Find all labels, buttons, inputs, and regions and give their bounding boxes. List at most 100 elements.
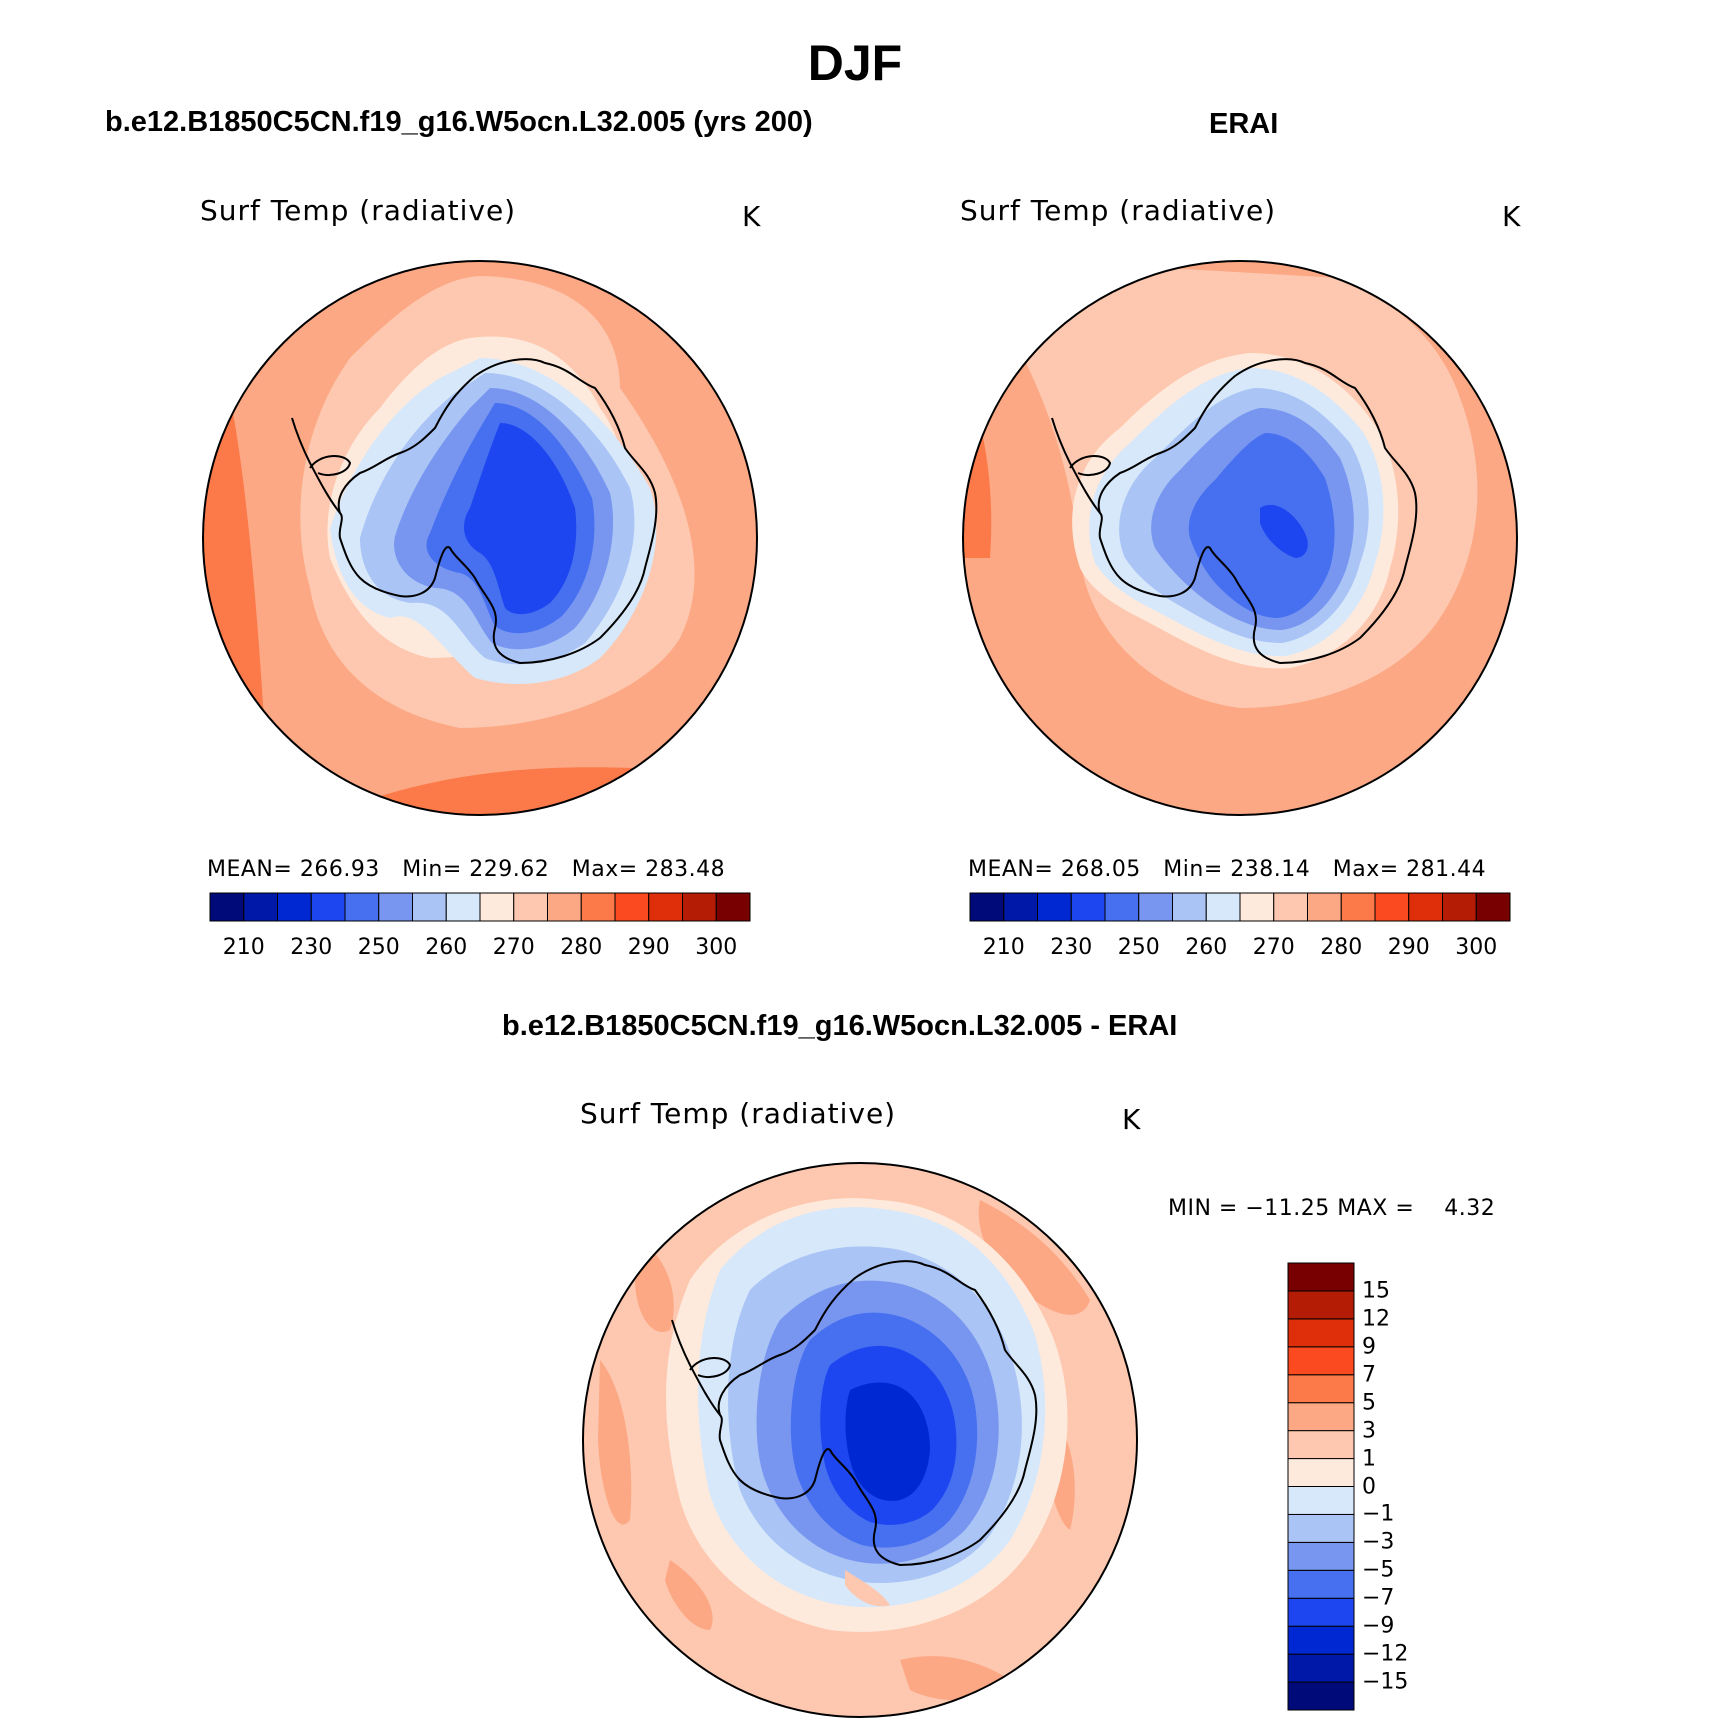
- model-colorbar-swatch: [547, 892, 582, 922]
- model-colorbar-swatch: [479, 892, 515, 922]
- model-colorbar-tick-label: 290: [627, 935, 670, 960]
- figure-title: DJF: [807, 35, 903, 91]
- model-stats: MEAN= 266.93 Min= 229.62 Max= 283.48: [207, 857, 725, 882]
- model-colorbar-swatch: [682, 892, 717, 922]
- model-colorbar-tick-label: 260: [425, 935, 468, 960]
- obs-colorbar-swatch: [1037, 892, 1072, 922]
- obs-colorbar-swatch: [1408, 892, 1443, 922]
- diff-colorbar-tick-label: 5: [1362, 1390, 1376, 1416]
- diff-colorbar-tick-label: −9: [1362, 1613, 1395, 1639]
- diff-colorbar-swatch: [1287, 1262, 1355, 1292]
- model-variable-label: Surf Temp (radiative): [200, 194, 517, 227]
- diff-colorbar-swatch: [1287, 1513, 1355, 1543]
- obs-min-value: 238.14: [1230, 857, 1311, 882]
- obs-case-title: ERAI: [1209, 108, 1279, 140]
- diff-colorbar: [1287, 1262, 1355, 1711]
- diff-colorbar-tick-label: −5: [1362, 1557, 1395, 1583]
- diff-colorbar-swatch: [1287, 1402, 1355, 1432]
- obs-colorbar-swatch: [1340, 892, 1376, 922]
- diff-colorbar-tick-label: 3: [1362, 1418, 1376, 1444]
- diff-colorbar-tick-label: −7: [1362, 1585, 1395, 1611]
- obs-colorbar-swatch: [1003, 892, 1038, 922]
- obs-colorbar-tick-label: 250: [1117, 935, 1160, 960]
- diff-colorbar-tick-label: 0: [1362, 1474, 1376, 1499]
- model-colorbar-swatch: [209, 892, 245, 922]
- model-case-title: b.e12.B1850C5CN.f19_g16.W5ocn.L32.005 (y…: [105, 106, 813, 138]
- model-colorbar-ticks: 210 230 250 260 270 280 290 300: [210, 935, 750, 963]
- diff-colorbar-swatch: [1287, 1430, 1355, 1460]
- diff-colorbar-tick-label: 7: [1362, 1362, 1376, 1388]
- diff-colorbar-swatch: [1287, 1346, 1355, 1376]
- model-max-value: 283.48: [645, 857, 726, 882]
- model-units-label: K: [742, 200, 761, 233]
- diff-colorbar-swatch: [1287, 1486, 1355, 1515]
- model-colorbar-tick-label: 230: [290, 935, 333, 960]
- obs-units-label: K: [1502, 200, 1521, 233]
- obs-polar-map: [962, 260, 1518, 816]
- obs-colorbar-swatch: [1273, 892, 1308, 922]
- obs-colorbar-swatch: [1239, 892, 1275, 922]
- obs-max-value: 281.44: [1406, 857, 1487, 882]
- diff-colorbar-swatch: [1287, 1625, 1355, 1655]
- model-colorbar-swatch: [648, 892, 683, 922]
- obs-colorbar-swatch: [1475, 892, 1511, 922]
- model-polar-map: [202, 260, 758, 816]
- obs-colorbar-tick-label: 260: [1185, 935, 1228, 960]
- diff-colorbar-swatch: [1287, 1290, 1355, 1320]
- model-colorbar-swatch: [715, 892, 751, 922]
- diff-colorbar-ticks: −15 −12 −9 −7 −5 −3 −1 0 1 3 5 7 9 12 15: [1362, 1263, 1452, 1710]
- obs-colorbar-swatch: [1442, 892, 1477, 922]
- diff-polar-map: [582, 1162, 1138, 1718]
- obs-mean-label: MEAN=: [968, 857, 1054, 882]
- obs-colorbar-swatch: [1104, 892, 1140, 922]
- diff-colorbar-tick-label: 1: [1362, 1446, 1376, 1472]
- obs-colorbar-swatch: [1307, 892, 1342, 922]
- diff-minmax-text: MIN = −11.25 MAX = 4.32: [1168, 1196, 1496, 1221]
- model-colorbar-swatch: [614, 892, 650, 922]
- diff-colorbar-tick-label: 12: [1362, 1306, 1390, 1332]
- diff-colorbar-swatch: [1287, 1374, 1355, 1404]
- model-colorbar-tick-label: 270: [492, 935, 535, 960]
- diff-colorbar-tick-label: −3: [1362, 1529, 1395, 1555]
- diff-colorbar-tick-label: −12: [1362, 1641, 1409, 1667]
- obs-colorbar-ticks: 210 230 250 260 270 280 290 300: [970, 935, 1510, 963]
- model-colorbar-swatch: [344, 892, 380, 922]
- model-min-value: 229.62: [469, 857, 550, 882]
- model-colorbar-swatch: [243, 892, 278, 922]
- diff-units-label: K: [1122, 1103, 1141, 1136]
- obs-colorbar-swatch: [969, 892, 1005, 922]
- obs-colorbar-tick-label: 270: [1252, 935, 1295, 960]
- obs-variable-label: Surf Temp (radiative): [960, 194, 1277, 227]
- model-colorbar-swatch: [513, 892, 548, 922]
- diff-colorbar-swatch: [1287, 1318, 1355, 1348]
- obs-colorbar-swatch: [1205, 892, 1241, 922]
- diff-case-title: b.e12.B1850C5CN.f19_g16.W5ocn.L32.005 - …: [502, 1010, 1178, 1042]
- obs-colorbar: [969, 892, 1511, 922]
- model-colorbar-tick-label: 300: [695, 935, 738, 960]
- model-colorbar-swatch: [580, 892, 616, 922]
- model-mean-value: 266.93: [299, 857, 380, 882]
- obs-colorbar-tick-label: 210: [982, 935, 1025, 960]
- model-colorbar: [209, 892, 751, 922]
- diff-colorbar-swatch: [1287, 1681, 1355, 1711]
- diff-colorbar-tick-label: −1: [1362, 1501, 1395, 1527]
- diff-colorbar-swatch: [1287, 1569, 1355, 1599]
- model-colorbar-swatch: [378, 892, 413, 922]
- model-mean-label: MEAN=: [207, 857, 293, 882]
- diff-colorbar-swatch: [1287, 1541, 1355, 1571]
- model-min-label: Min=: [402, 857, 462, 882]
- obs-colorbar-swatch: [1070, 892, 1106, 922]
- diff-variable-label: Surf Temp (radiative): [580, 1097, 897, 1130]
- model-colorbar-swatch: [277, 892, 312, 922]
- model-colorbar-swatch: [310, 892, 346, 922]
- obs-colorbar-tick-label: 230: [1050, 935, 1093, 960]
- model-colorbar-swatch: [445, 892, 481, 922]
- obs-colorbar-swatch: [1138, 892, 1173, 922]
- obs-colorbar-swatch: [1374, 892, 1410, 922]
- diff-colorbar-tick-label: −15: [1362, 1669, 1409, 1695]
- model-colorbar-tick-label: 250: [357, 935, 400, 960]
- diff-colorbar-swatch: [1287, 1653, 1355, 1683]
- obs-stats: MEAN= 268.05 Min= 238.14 Max= 281.44: [968, 857, 1486, 882]
- diff-colorbar-swatch: [1287, 1597, 1355, 1627]
- obs-colorbar-tick-label: 300: [1455, 935, 1498, 960]
